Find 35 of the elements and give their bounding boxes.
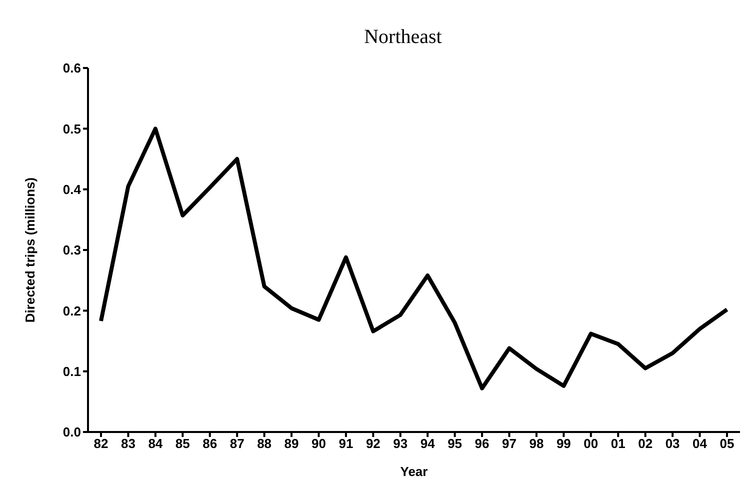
y-tick-label: 0.6 xyxy=(62,60,81,76)
x-tick-label: 92 xyxy=(366,436,380,452)
y-axis-title: Directed trips (millions) xyxy=(22,177,38,323)
x-tick-label: 97 xyxy=(502,436,516,452)
chart-title: Northeast xyxy=(363,25,443,50)
x-tick-label: 01 xyxy=(610,436,626,452)
x-tick-label: 85 xyxy=(175,436,190,452)
y-tick-label: 0.3 xyxy=(62,242,81,258)
line-series xyxy=(99,126,729,390)
x-tick-label: 82 xyxy=(94,436,108,452)
x-tick-label: 89 xyxy=(284,436,299,452)
x-tick-label: 98 xyxy=(529,436,544,452)
y-tick-label: 0.4 xyxy=(62,182,82,197)
x-tick-label: 94 xyxy=(420,436,436,452)
y-tick-label: 0.5 xyxy=(62,121,81,136)
x-tick-label: 83 xyxy=(120,436,136,452)
x-tick-label: 87 xyxy=(230,436,244,452)
x-tick-label: 93 xyxy=(393,436,408,452)
x-tick-label: 05 xyxy=(720,436,734,452)
y-tick-label: 0.2 xyxy=(62,303,81,318)
x-tick-label: 90 xyxy=(312,436,326,452)
x-tick-label: 04 xyxy=(692,436,708,452)
x-tick-label: 86 xyxy=(202,436,218,452)
x-tick-label: 95 xyxy=(448,436,462,452)
x-tick-label: 99 xyxy=(556,436,571,452)
x-tick-label: 88 xyxy=(257,436,272,452)
x-tick-label: 02 xyxy=(638,436,653,452)
x-tick-label: 00 xyxy=(584,436,598,452)
x-axis-title: Year xyxy=(400,464,428,479)
x-tick-label: 91 xyxy=(338,436,354,452)
x-tick-label: 96 xyxy=(474,436,490,452)
x-tick-label: 84 xyxy=(148,436,164,452)
x-tick-label: 03 xyxy=(665,436,680,452)
y-tick-label: 0.0 xyxy=(62,424,81,440)
y-tick-label: 0.1 xyxy=(62,364,81,379)
